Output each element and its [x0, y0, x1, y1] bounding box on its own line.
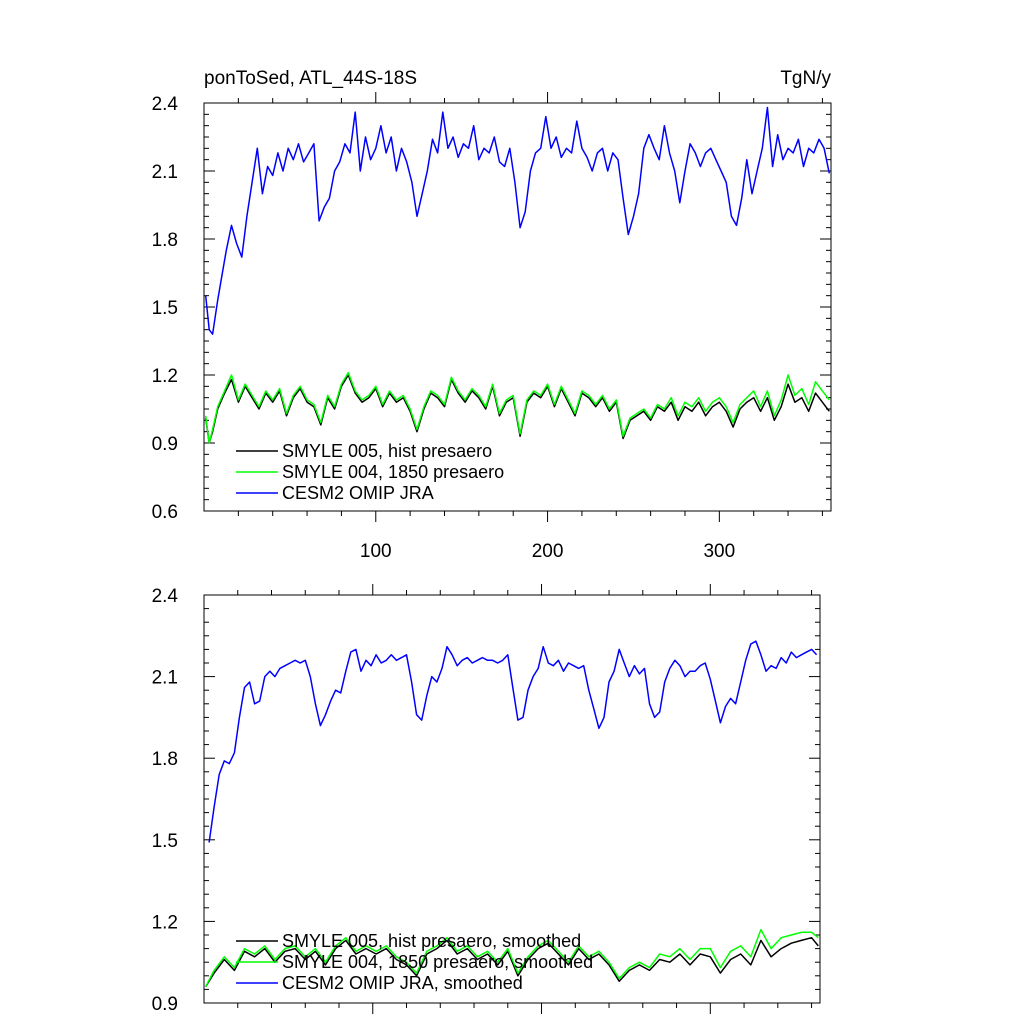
y-tick-label: 2.1: [152, 668, 178, 689]
y-tick-label: 0.9: [152, 994, 178, 1015]
legend-label: SMYLE 004, 1850 presaero: [282, 462, 504, 482]
chart-title: ponToSed, ATL_44S-18S: [204, 68, 417, 89]
y-tick-label: 2.1: [152, 162, 178, 183]
x-tick-label: 200: [532, 541, 564, 562]
legend-label: CESM2 OMIP JRA: [282, 483, 434, 503]
top-panel: 0.6 0.9 1.2 1.5 1.8 2.1 2.4 100 200 300 SMYLE 005,…: [152, 92, 832, 562]
y-tick-label: 1.2: [152, 912, 178, 933]
y-tick-label: 1.5: [152, 831, 178, 852]
x-tick-label: 100: [360, 541, 392, 562]
y-tick-label: 2.4: [152, 94, 179, 115]
series-line-2: [204, 371, 830, 444]
y-tick-label: 1.8: [152, 749, 178, 770]
series-line-1: [204, 374, 830, 444]
y-tick-label: 0.9: [152, 434, 178, 455]
y-tick-label: 1.8: [152, 230, 178, 251]
x-tick-label: 300: [703, 541, 735, 562]
legend-label: SMYLE 004, 1850 presaero, smoothed: [282, 952, 593, 972]
legend-label: SMYLE 005, hist presaero: [282, 441, 492, 461]
y-tick-label: 1.5: [152, 298, 178, 319]
series-line-1: [205, 936, 819, 988]
y-tick-label: 2.4: [152, 586, 179, 607]
legend-label: CESM2 OMIP JRA, smoothed: [282, 973, 523, 993]
series-line-3: [208, 640, 818, 843]
y-tick-label: 1.2: [152, 366, 178, 387]
y-tick-label: 0.6: [152, 502, 178, 523]
series-line-3: [204, 106, 831, 335]
series-line-2: [205, 928, 819, 988]
bottom-panel: 0.9 1.2 1.5 1.8 2.1 2.4 SMYLE 005, hist presae…: [152, 584, 821, 1015]
units-label: TgN/y: [780, 68, 831, 89]
legend-label: SMYLE 005, hist presaero, smoothed: [282, 931, 581, 951]
